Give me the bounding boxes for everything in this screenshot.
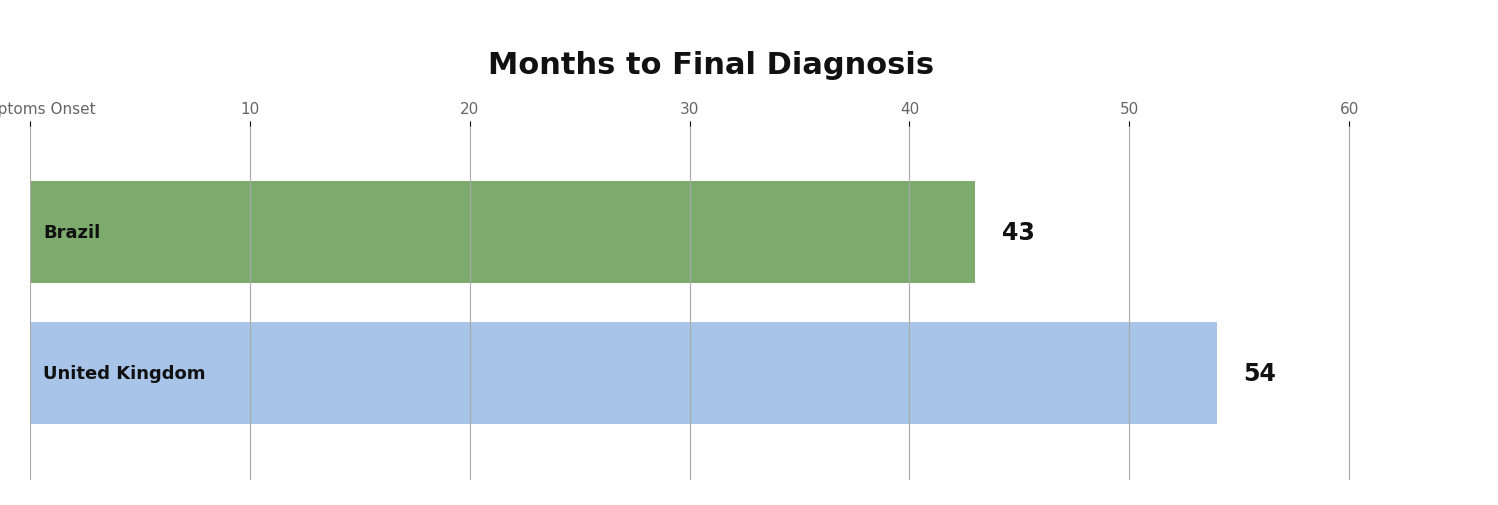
Title: Months to Final Diagnosis: Months to Final Diagnosis: [488, 51, 935, 80]
Text: 43: 43: [1002, 220, 1035, 244]
Text: 54: 54: [1243, 362, 1276, 386]
Bar: [30, 181, 975, 283]
Text: Brazil: Brazil: [43, 223, 100, 241]
Text: United Kingdom: United Kingdom: [43, 365, 205, 383]
Bar: [30, 323, 1218, 425]
